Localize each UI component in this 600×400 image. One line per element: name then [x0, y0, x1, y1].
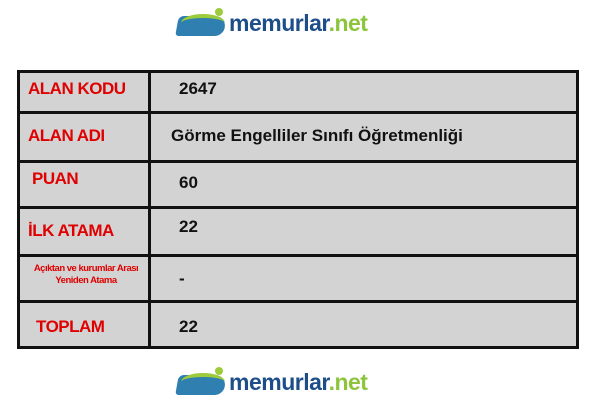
logo-icon: [175, 367, 227, 397]
table-row: İLK ATAMA 22: [17, 206, 579, 257]
logo-text: memurlar: [229, 9, 329, 36]
row-value: 22: [148, 206, 579, 257]
row-label: ALAN ADI: [17, 111, 151, 163]
logo-top: memurlar.net: [175, 8, 368, 38]
row-label: İLK ATAMA: [17, 206, 151, 257]
row-value: -: [148, 254, 579, 303]
row-value: Görme Engelliler Sınıfı Öğretmenliği: [148, 111, 579, 163]
row-label: ALAN KODU: [17, 70, 151, 114]
row-label: PUAN: [17, 160, 151, 209]
row-value: 2647: [148, 70, 579, 114]
table-row: ALAN ADI Görme Engelliler Sınıfı Öğretmen…: [17, 111, 579, 163]
logo-text-ext: .net: [328, 9, 368, 36]
table-row: TOPLAM 22: [17, 300, 579, 349]
logo-bottom: memurlar.net: [175, 367, 368, 397]
table-row: Açıktan ve kurumlar Arası Yeniden Atama -: [17, 254, 579, 303]
logo-text: memurlar: [229, 368, 329, 395]
table-row: ALAN KODU 2647: [17, 70, 579, 114]
logo-text-ext: .net: [328, 368, 368, 395]
logo-icon: [175, 8, 227, 38]
info-table: ALAN KODU 2647 ALAN ADI Görme Engelliler S…: [17, 70, 579, 349]
row-value: 60: [148, 160, 579, 209]
row-label: TOPLAM: [17, 300, 151, 349]
row-value: 22: [148, 300, 579, 349]
row-label: Açıktan ve kurumlar Arası Yeniden Atama: [17, 254, 151, 303]
table-row: PUAN 60: [17, 160, 579, 209]
